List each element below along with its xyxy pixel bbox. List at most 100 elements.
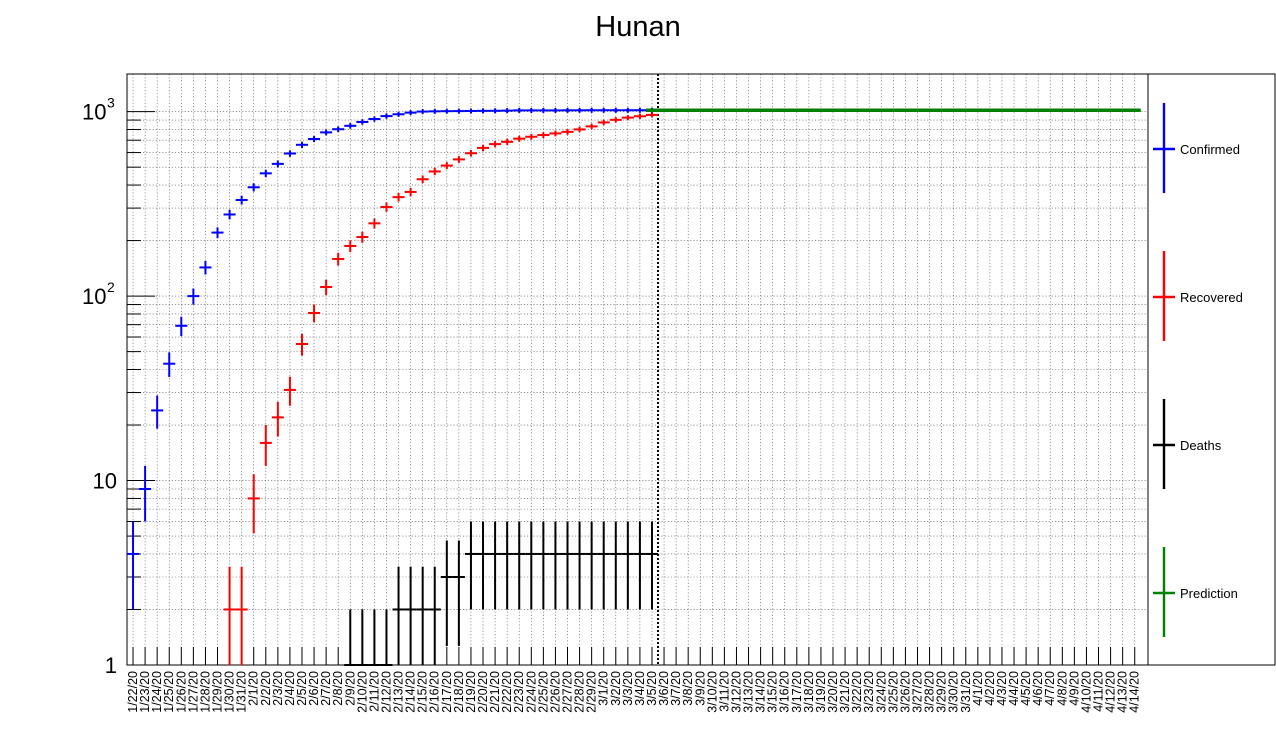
x-tick-label: 4/2/20 bbox=[983, 671, 997, 706]
plot-frame bbox=[126, 73, 1276, 666]
data-point bbox=[452, 540, 465, 646]
y-tick-label-exponent: 3 bbox=[107, 95, 115, 111]
data-point bbox=[633, 113, 646, 119]
data-point bbox=[440, 162, 453, 170]
data-point bbox=[452, 108, 465, 114]
x-tick-label: 2/16/20 bbox=[428, 671, 442, 713]
y-tick-label-exponent: 2 bbox=[107, 279, 115, 295]
x-tick-label: 3/14/20 bbox=[754, 671, 768, 713]
x-tick-label: 1/22/20 bbox=[126, 671, 140, 713]
x-tick-label: 2/26/20 bbox=[548, 671, 562, 713]
x-tick-label: 1/28/20 bbox=[198, 671, 212, 713]
x-tick-label: 1/27/20 bbox=[186, 671, 200, 713]
data-point bbox=[332, 252, 345, 266]
x-tick-label: 2/8/20 bbox=[331, 671, 345, 706]
x-tick-label: 2/22/20 bbox=[500, 671, 514, 713]
x-tick-label: 3/4/20 bbox=[633, 671, 647, 706]
legend-label: Confirmed bbox=[1180, 142, 1240, 157]
data-point bbox=[585, 123, 598, 130]
data-point bbox=[561, 129, 574, 135]
x-tick-label: 2/1/20 bbox=[247, 671, 261, 706]
data-point bbox=[513, 107, 526, 113]
x-tick-label: 4/8/20 bbox=[1055, 671, 1069, 706]
data-point bbox=[356, 609, 369, 666]
data-point bbox=[404, 110, 417, 116]
data-point bbox=[464, 108, 477, 114]
x-tick-label: 3/6/20 bbox=[657, 671, 671, 706]
data-point bbox=[476, 144, 490, 152]
data-point bbox=[259, 169, 272, 178]
x-tick-label: 3/20/20 bbox=[826, 671, 840, 713]
x-tick-label: 3/29/20 bbox=[935, 671, 949, 713]
data-point bbox=[597, 521, 610, 610]
data-point bbox=[561, 521, 574, 610]
legend-label: Deaths bbox=[1180, 438, 1222, 453]
data-point bbox=[513, 521, 526, 610]
legend-entry-deaths: Deaths bbox=[1153, 399, 1222, 489]
x-tick-label: 2/10/20 bbox=[355, 671, 369, 713]
data-point bbox=[271, 160, 284, 168]
data-point bbox=[549, 521, 562, 610]
x-tick-label: 1/25/20 bbox=[162, 671, 176, 713]
x-tick-label: 2/11/20 bbox=[367, 671, 381, 712]
data-point bbox=[223, 566, 236, 665]
data-point bbox=[597, 107, 610, 113]
x-tick-label: 2/12/20 bbox=[379, 671, 393, 713]
data-point bbox=[139, 465, 152, 522]
data-point bbox=[295, 333, 309, 356]
data-point bbox=[621, 521, 634, 610]
x-tick-label: 3/11/20 bbox=[717, 671, 731, 712]
data-point bbox=[645, 521, 659, 610]
data-point bbox=[549, 130, 562, 137]
data-point bbox=[428, 108, 441, 114]
x-tick-label: 2/7/20 bbox=[319, 671, 333, 706]
x-tick-label: 2/23/20 bbox=[512, 671, 526, 713]
x-tick-label: 2/28/20 bbox=[573, 671, 587, 713]
x-tick-label: 4/4/20 bbox=[1007, 671, 1021, 706]
x-tick-label: 4/14/20 bbox=[1128, 671, 1142, 713]
data-point bbox=[235, 566, 248, 665]
y-tick-label-text: 1 bbox=[105, 653, 117, 678]
data-point bbox=[489, 108, 502, 114]
data-point bbox=[127, 521, 140, 610]
x-tick-label: 2/20/20 bbox=[476, 671, 490, 713]
x-tick-label: 3/12/20 bbox=[729, 671, 743, 713]
data-point bbox=[163, 352, 176, 377]
x-tick-label: 1/23/20 bbox=[138, 671, 152, 713]
data-point bbox=[295, 141, 309, 148]
x-tick-label: 3/18/20 bbox=[802, 671, 816, 713]
data-point bbox=[609, 521, 622, 610]
x-tick-label: 4/6/20 bbox=[1031, 671, 1045, 706]
x-tick-label: 2/18/20 bbox=[452, 671, 466, 713]
data-point bbox=[392, 111, 405, 117]
data-point bbox=[476, 521, 490, 610]
x-tick-label: 3/21/20 bbox=[838, 671, 852, 713]
x-tick-label: 2/17/20 bbox=[440, 671, 454, 713]
data-point bbox=[320, 129, 333, 136]
data-point bbox=[320, 279, 333, 295]
x-tick-label: 4/5/20 bbox=[1019, 671, 1033, 706]
data-point bbox=[476, 108, 490, 114]
data-point bbox=[332, 126, 345, 133]
y-tick-label: 1 bbox=[105, 653, 117, 678]
legend-entry-recovered: Recovered bbox=[1153, 251, 1243, 341]
data-point bbox=[356, 231, 369, 243]
x-tick-label: 3/17/20 bbox=[790, 671, 804, 713]
data-point bbox=[621, 115, 634, 121]
x-tick-label: 2/6/20 bbox=[307, 671, 321, 706]
x-tick-label: 3/5/20 bbox=[645, 671, 659, 706]
y-tick-label: 10 bbox=[93, 469, 117, 494]
x-tick-label: 2/15/20 bbox=[416, 671, 430, 713]
x-tick-label: 4/1/20 bbox=[971, 671, 985, 706]
x-tick-label: 3/25/20 bbox=[886, 671, 900, 713]
x-tick-label: 2/2/20 bbox=[259, 671, 273, 706]
y-tick-label: 10 3 bbox=[82, 95, 115, 125]
x-tick-label: 3/2/20 bbox=[609, 671, 623, 706]
data-point bbox=[175, 316, 188, 337]
data-point bbox=[633, 107, 646, 113]
x-tick-label: 3/16/20 bbox=[778, 671, 792, 713]
data-point bbox=[501, 108, 514, 114]
x-tick-label: 4/13/20 bbox=[1116, 671, 1130, 713]
data-point bbox=[525, 133, 538, 140]
